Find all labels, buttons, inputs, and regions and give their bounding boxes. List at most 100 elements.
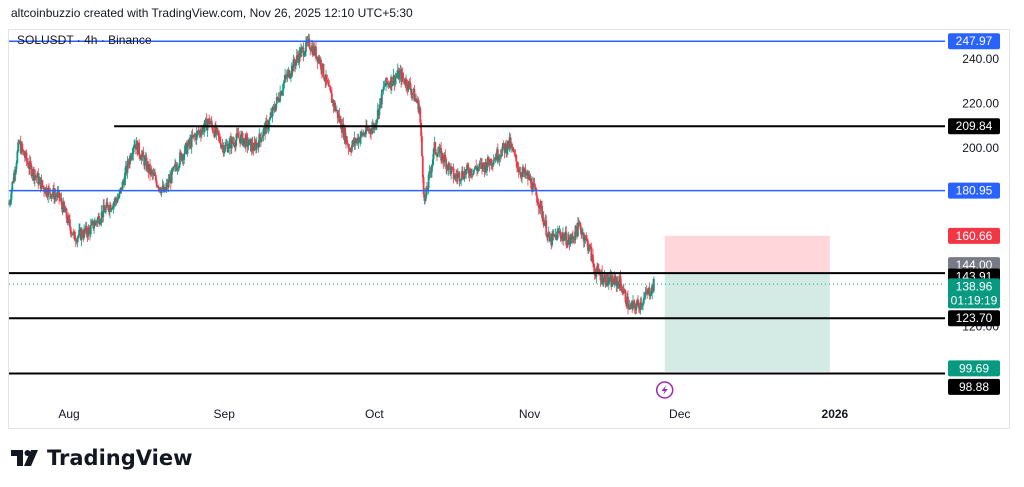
symbol-label: SOLUSDT · 4h · Binance (17, 33, 152, 47)
candle-down (114, 198, 117, 201)
candle-up (240, 134, 242, 144)
candle-up (501, 148, 503, 157)
candle-down (320, 59, 322, 70)
candle-up (583, 240, 586, 242)
candle-up (184, 145, 186, 154)
stop-loss-zone[interactable] (664, 235, 830, 273)
candle-up (203, 126, 206, 132)
candle-down (422, 177, 425, 195)
candle-up (424, 198, 427, 201)
candle-up (87, 227, 90, 237)
target-badge-bg (948, 360, 1000, 377)
candle-up (380, 90, 383, 105)
candle-down (222, 144, 225, 154)
candle-up (500, 156, 503, 157)
candle-up (543, 224, 546, 226)
candle-up (551, 233, 553, 246)
candle-up (476, 167, 479, 171)
time-tick-label: Oct (365, 407, 384, 421)
candle-up (258, 133, 261, 148)
candle-up (117, 197, 120, 200)
candle-up (649, 295, 652, 297)
candle-down (174, 163, 177, 168)
candle-down (441, 152, 444, 160)
candle-down (597, 268, 600, 274)
take-profit-zone[interactable] (664, 272, 830, 372)
candle-down (107, 205, 110, 211)
candle-up (628, 306, 631, 310)
candle-down (210, 120, 213, 126)
candle-up (652, 278, 655, 291)
candle-up (179, 152, 181, 165)
target-badge: 99.69 (959, 361, 989, 375)
candle-down (575, 225, 578, 232)
position-tool[interactable] (664, 235, 830, 372)
candles (8, 33, 655, 315)
candle-up (506, 149, 508, 154)
candle-down (607, 274, 609, 284)
candle-up (437, 152, 440, 154)
candle-up (215, 128, 218, 134)
candle-down (346, 143, 349, 145)
candle-down (648, 287, 651, 296)
candle-up (569, 240, 572, 245)
candle-up (647, 289, 649, 295)
level-badge-247-97-bg (948, 33, 1000, 50)
candle-down (429, 171, 432, 172)
candle-down (391, 76, 393, 86)
candle-down (487, 157, 490, 163)
stop-badge-bg (948, 227, 1000, 244)
candle-up (51, 194, 54, 196)
time-axis[interactable]: Aug Sep Oct Nov Dec 2026 (58, 407, 848, 421)
candle-down (308, 38, 311, 48)
candle-up (602, 276, 605, 283)
candle-down (535, 188, 538, 196)
candle-up (224, 144, 227, 146)
candle-up (300, 48, 302, 57)
candle-up (472, 169, 475, 175)
candle-up (304, 51, 307, 56)
candle-up (577, 222, 579, 237)
candle-down (27, 162, 30, 168)
candle-down (540, 201, 543, 207)
candle-up (561, 235, 563, 240)
candle-down (516, 167, 519, 169)
candle-down (471, 173, 474, 175)
lightning-icon[interactable] (655, 381, 674, 399)
candle-down (417, 99, 420, 113)
candle-down (218, 135, 221, 137)
candle-down (448, 162, 451, 167)
candle-down (315, 46, 317, 59)
candle-up (396, 76, 398, 78)
candle-up (278, 101, 281, 102)
candle-up (9, 199, 12, 203)
event-marker[interactable] (655, 381, 674, 399)
candle-up (595, 271, 598, 278)
candle-up (350, 145, 353, 152)
level-badge-123-70: 123.70 (956, 311, 993, 325)
candle-up (17, 142, 20, 152)
candle-down (590, 246, 593, 261)
candle-down (338, 114, 341, 122)
candle-down (237, 134, 240, 138)
candle-down (26, 160, 29, 163)
candle-up (286, 72, 289, 78)
candle-down (150, 169, 153, 172)
candle-up (170, 169, 173, 184)
candle-down (159, 187, 161, 191)
level-lines[interactable] (9, 40, 945, 375)
candle-up (486, 166, 488, 172)
candle-up (228, 141, 231, 149)
candle-up (303, 55, 306, 57)
candle-down (344, 127, 347, 143)
candle-up (255, 143, 258, 150)
candle-up (83, 228, 85, 238)
candle-up (596, 266, 599, 272)
candle-down (420, 122, 423, 137)
candle-up (425, 187, 428, 199)
candle-down (98, 216, 100, 224)
candle-down (322, 63, 325, 78)
candle-up (521, 171, 523, 177)
